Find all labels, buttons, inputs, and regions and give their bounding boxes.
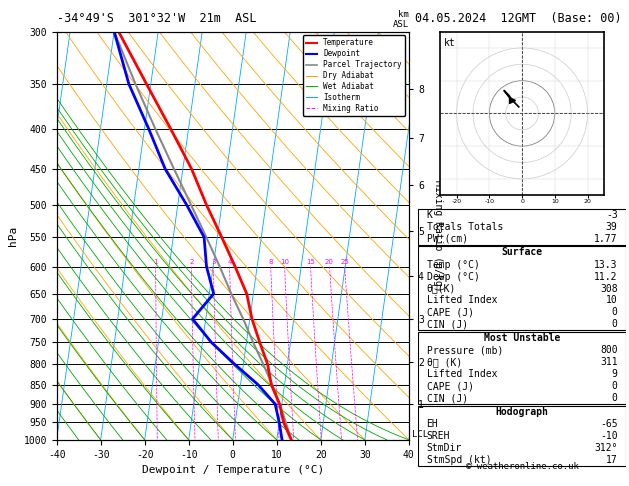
Text: EH: EH: [426, 419, 438, 429]
Text: 9: 9: [611, 369, 618, 380]
Text: 04.05.2024  12GMT  (Base: 00): 04.05.2024 12GMT (Base: 00): [415, 12, 621, 25]
Text: -3: -3: [606, 209, 618, 220]
Text: Pressure (mb): Pressure (mb): [426, 346, 503, 355]
Text: Totals Totals: Totals Totals: [426, 222, 503, 232]
Text: 15: 15: [306, 259, 315, 265]
Text: 11.2: 11.2: [594, 272, 618, 281]
Text: 1: 1: [153, 259, 158, 265]
Text: Surface: Surface: [501, 247, 543, 258]
Text: 10: 10: [280, 259, 289, 265]
Text: -10: -10: [600, 431, 618, 441]
Text: -34°49'S  301°32'W  21m  ASL: -34°49'S 301°32'W 21m ASL: [57, 12, 256, 25]
Text: θᴇ(K): θᴇ(K): [426, 283, 456, 294]
Text: 0: 0: [611, 393, 618, 403]
Legend: Temperature, Dewpoint, Parcel Trajectory, Dry Adiabat, Wet Adiabat, Isotherm, Mi: Temperature, Dewpoint, Parcel Trajectory…: [303, 35, 405, 116]
Text: 39: 39: [606, 222, 618, 232]
Text: km
ASL: km ASL: [392, 10, 409, 29]
Text: 1.77: 1.77: [594, 234, 618, 243]
Text: StmDir: StmDir: [426, 443, 462, 453]
Text: 0: 0: [611, 308, 618, 317]
Text: 3: 3: [211, 259, 216, 265]
Text: 17: 17: [606, 455, 618, 465]
Text: LCL: LCL: [413, 430, 428, 439]
Text: -65: -65: [600, 419, 618, 429]
Text: CAPE (J): CAPE (J): [426, 308, 474, 317]
Text: 0: 0: [611, 319, 618, 330]
Text: 0: 0: [611, 382, 618, 391]
Y-axis label: Mixing Ratio (g/kg): Mixing Ratio (g/kg): [433, 180, 443, 292]
Text: SREH: SREH: [426, 431, 450, 441]
Text: 13.3: 13.3: [594, 260, 618, 270]
Text: kt: kt: [443, 38, 455, 48]
Text: Lifted Index: Lifted Index: [426, 369, 497, 380]
Text: θᴇ (K): θᴇ (K): [426, 357, 462, 367]
Text: PW (cm): PW (cm): [426, 234, 468, 243]
Bar: [418, 208, 626, 244]
X-axis label: Dewpoint / Temperature (°C): Dewpoint / Temperature (°C): [142, 465, 324, 475]
Text: 800: 800: [600, 346, 618, 355]
Text: 10: 10: [606, 295, 618, 306]
Text: Most Unstable: Most Unstable: [484, 333, 560, 343]
Text: 20: 20: [325, 259, 334, 265]
Y-axis label: hPa: hPa: [8, 226, 18, 246]
Bar: [418, 406, 626, 466]
Text: CIN (J): CIN (J): [426, 393, 468, 403]
Text: CIN (J): CIN (J): [426, 319, 468, 330]
Bar: [418, 332, 626, 404]
Text: 8: 8: [269, 259, 273, 265]
Text: © weatheronline.co.uk: © weatheronline.co.uk: [465, 462, 579, 470]
Text: 308: 308: [600, 283, 618, 294]
Text: CAPE (J): CAPE (J): [426, 382, 474, 391]
Text: Lifted Index: Lifted Index: [426, 295, 497, 306]
Text: Hodograph: Hodograph: [496, 407, 548, 417]
Text: 25: 25: [340, 259, 349, 265]
Text: 4: 4: [227, 259, 231, 265]
Bar: [418, 246, 626, 330]
Text: StmSpd (kt): StmSpd (kt): [426, 455, 491, 465]
Text: 312°: 312°: [594, 443, 618, 453]
Text: Temp (°C): Temp (°C): [426, 260, 479, 270]
Text: 311: 311: [600, 357, 618, 367]
Text: Dewp (°C): Dewp (°C): [426, 272, 479, 281]
Text: 2: 2: [189, 259, 194, 265]
Text: K: K: [426, 209, 433, 220]
